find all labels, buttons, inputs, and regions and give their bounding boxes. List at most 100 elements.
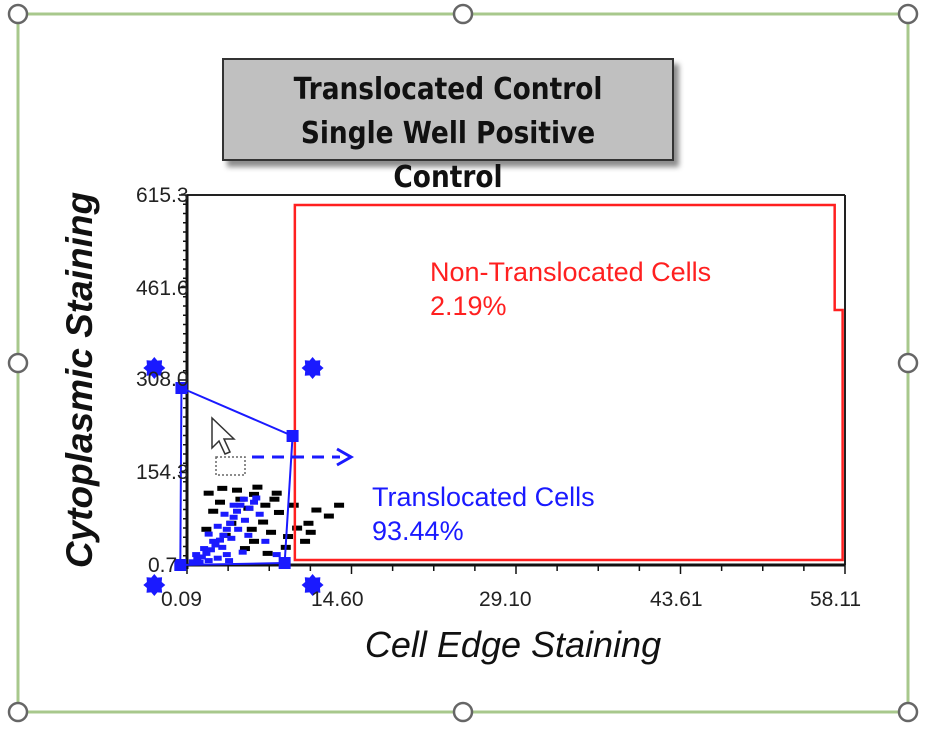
data-point-translocated xyxy=(222,552,231,558)
gate-bbox-handle[interactable] xyxy=(301,357,324,380)
gate-non-translocated-cells[interactable] xyxy=(293,203,844,562)
data-point-outside-gate xyxy=(258,519,269,525)
y-tick-label: 308.0 xyxy=(136,368,189,391)
data-point-translocated xyxy=(216,537,225,543)
gate-bbox-handle[interactable] xyxy=(143,357,166,380)
data-point-outside-gate xyxy=(203,490,214,496)
resize-handle[interactable] xyxy=(7,3,29,25)
move-cursor-icon xyxy=(211,416,236,455)
data-point-translocated xyxy=(209,538,218,544)
y-tick-label: 615.3 xyxy=(136,184,189,207)
data-point-translocated xyxy=(250,499,259,505)
data-point-translocated xyxy=(226,520,235,526)
data-point-translocated xyxy=(229,502,238,508)
data-point-outside-gate xyxy=(215,499,226,505)
data-point-outside-gate xyxy=(311,507,322,513)
data-point-translocated xyxy=(234,526,243,532)
data-point-translocated xyxy=(206,547,215,553)
data-point-translocated xyxy=(222,526,231,532)
data-point-translocated xyxy=(252,495,261,501)
data-point-outside-gate xyxy=(283,534,294,540)
gate-bbox-handle[interactable] xyxy=(301,574,324,596)
gate-bbox-handle[interactable] xyxy=(143,574,166,596)
non-translocated-label: Non-Translocated Cells xyxy=(430,257,712,287)
data-point-outside-gate xyxy=(323,513,334,519)
data-point-outside-gate xyxy=(266,529,277,535)
resize-handle[interactable] xyxy=(897,352,919,374)
data-point-outside-gate xyxy=(217,485,228,491)
data-point-outside-gate xyxy=(262,550,273,556)
translocated-percent: 93.44% xyxy=(372,516,464,546)
data-point-outside-gate xyxy=(269,496,280,502)
data-point-outside-gate xyxy=(232,487,243,493)
y-tick-label: 461.6 xyxy=(136,277,189,300)
data-point-translocated xyxy=(219,532,228,538)
data-point-outside-gate xyxy=(239,546,250,552)
translocated-annotation: Translocated Cells 93.44% xyxy=(372,480,595,548)
data-point-translocated xyxy=(233,508,242,514)
data-point-translocated xyxy=(211,542,220,548)
non-translocated-percent: 2.19% xyxy=(430,291,507,321)
data-point-outside-gate xyxy=(300,538,311,544)
gate-vertex-handle[interactable] xyxy=(278,557,291,570)
x-tick-label: 29.10 xyxy=(479,588,532,611)
data-point-translocated xyxy=(225,558,234,564)
data-point-translocated xyxy=(245,505,254,511)
data-point-outside-gate xyxy=(334,502,345,508)
resize-handle[interactable] xyxy=(897,701,919,723)
gate-vertex-handle[interactable] xyxy=(174,559,187,571)
data-point-outside-gate xyxy=(249,491,260,497)
resize-handle[interactable] xyxy=(7,352,29,374)
data-point-translocated xyxy=(227,535,236,541)
data-point-translocated xyxy=(193,556,202,562)
data-point-outside-gate xyxy=(305,529,316,535)
data-point-translocated xyxy=(240,517,249,523)
data-point-outside-gate xyxy=(273,509,284,515)
data-point-outside-gate xyxy=(271,490,282,496)
gate-translocated-cells[interactable] xyxy=(179,386,294,567)
gate-vertex-handle[interactable] xyxy=(286,429,299,442)
non-translocated-annotation: Non-Translocated Cells 2.19% xyxy=(430,255,711,323)
x-tick-label: 0.09 xyxy=(161,588,202,611)
data-point-translocated xyxy=(213,523,222,529)
data-point-outside-gate xyxy=(303,520,314,526)
x-axis-label: Cell Edge Staining xyxy=(364,624,662,665)
x-tick-label: 43.61 xyxy=(650,588,703,611)
resize-handle[interactable] xyxy=(7,701,29,723)
resize-handle[interactable] xyxy=(897,3,919,25)
data-point-translocated xyxy=(188,559,197,565)
y-tick-label: 154.3 xyxy=(136,461,189,484)
data-point-translocated xyxy=(239,496,248,502)
x-tick-label: 58.11 xyxy=(810,588,861,611)
data-point-outside-gate xyxy=(246,526,257,532)
data-point-outside-gate xyxy=(252,484,263,490)
x-tick-label: 14.60 xyxy=(311,588,364,611)
data-point-translocated xyxy=(218,544,227,550)
gate-vertex-handle[interactable] xyxy=(175,382,188,395)
data-point-translocated xyxy=(229,514,238,520)
y-tick-label: 0.7 xyxy=(148,554,178,577)
data-point-translocated xyxy=(204,531,213,537)
data-point-translocated xyxy=(192,552,201,558)
chart-title-line-1: Translocated Control xyxy=(293,72,603,107)
data-point-translocated xyxy=(202,550,211,556)
arrow-head-icon xyxy=(336,447,355,467)
data-point-translocated xyxy=(213,555,222,561)
data-point-outside-gate xyxy=(260,502,271,508)
resize-handle[interactable] xyxy=(452,3,474,25)
chart-title-line-2: Single Well Positive Control xyxy=(300,116,596,195)
resize-handle[interactable] xyxy=(452,701,474,723)
data-point-translocated xyxy=(255,511,264,517)
data-point-outside-gate xyxy=(208,508,219,514)
data-point-translocated xyxy=(220,511,229,517)
data-point-translocated xyxy=(204,558,213,564)
data-point-translocated xyxy=(195,559,204,565)
data-point-translocated xyxy=(238,549,247,555)
data-point-translocated xyxy=(200,546,209,552)
translocated-label: Translocated Cells xyxy=(372,482,595,512)
data-point-translocated xyxy=(272,552,281,558)
data-point-translocated xyxy=(197,554,206,560)
y-axis-label: Cytoplasmic Staining xyxy=(59,191,100,569)
